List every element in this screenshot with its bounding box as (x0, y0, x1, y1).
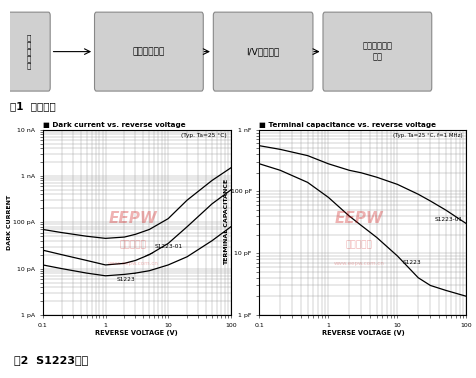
Text: S1223-01: S1223-01 (146, 244, 182, 256)
Y-axis label: TERMINAL CAPACITANCE: TERMINAL CAPACITANCE (224, 179, 229, 265)
Y-axis label: DARK CURRENT: DARK CURRENT (7, 195, 12, 250)
Text: (Typ. Ta=25 °C): (Typ. Ta=25 °C) (181, 133, 227, 138)
Text: S1223: S1223 (403, 260, 422, 265)
Text: www.eepw.com.cn: www.eepw.com.cn (333, 260, 384, 266)
X-axis label: REVERSE VOLTAGE (V): REVERSE VOLTAGE (V) (322, 330, 404, 336)
FancyBboxPatch shape (323, 12, 432, 91)
FancyBboxPatch shape (213, 12, 313, 91)
Text: 信号调理输出
模块: 信号调理输出 模块 (362, 42, 392, 62)
Text: 图1  系统框图: 图1 系统框图 (10, 102, 55, 112)
Text: 图2  S1223特性: 图2 S1223特性 (14, 355, 89, 366)
Text: 电子发烧友: 电子发烧友 (119, 240, 147, 249)
Text: ■ Dark current vs. reverse voltage: ■ Dark current vs. reverse voltage (43, 122, 186, 128)
Text: (Typ. Ta=25 °C, f=1 MHz): (Typ. Ta=25 °C, f=1 MHz) (393, 133, 462, 138)
Text: S1223: S1223 (117, 273, 135, 282)
Text: I/V转换模块: I/V转换模块 (247, 47, 280, 56)
Text: 传
感
器
偏
置: 传 感 器 偏 置 (27, 34, 31, 69)
FancyBboxPatch shape (95, 12, 203, 91)
Text: ■ Terminal capacitance vs. reverse voltage: ■ Terminal capacitance vs. reverse volta… (259, 122, 436, 128)
Text: www.eepw.com.cn: www.eepw.com.cn (108, 260, 159, 266)
Text: EEPW: EEPW (109, 211, 158, 226)
X-axis label: REVERSE VOLTAGE (V): REVERSE VOLTAGE (V) (96, 330, 178, 336)
Text: S1223-01: S1223-01 (435, 217, 463, 222)
Text: EEPW: EEPW (335, 211, 383, 226)
Text: 电子发烧友: 电子发烧友 (346, 240, 372, 249)
FancyBboxPatch shape (8, 12, 50, 91)
Text: 带宽补偿模块: 带宽补偿模块 (133, 47, 165, 56)
